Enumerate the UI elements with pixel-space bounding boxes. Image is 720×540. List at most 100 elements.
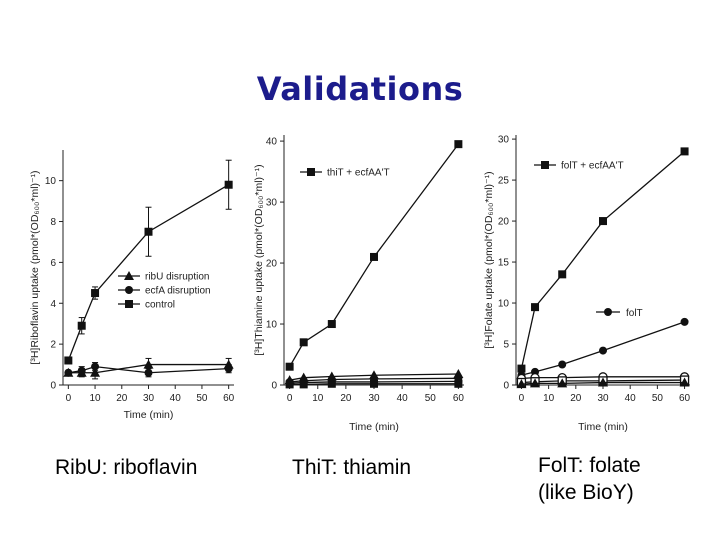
data-point bbox=[299, 380, 308, 389]
series-4 bbox=[285, 379, 463, 389]
series-0 bbox=[517, 147, 689, 373]
data-point bbox=[598, 377, 608, 387]
data-point bbox=[516, 379, 527, 389]
y-tick-label: 10 bbox=[498, 299, 510, 310]
data-point bbox=[454, 379, 463, 388]
x-tick-label: 60 bbox=[453, 393, 465, 404]
legend-label: ribU disruption bbox=[145, 272, 209, 283]
data-point bbox=[680, 317, 689, 326]
x-tick-label: 0 bbox=[519, 393, 525, 404]
y-axis-label: [³H]Thiamine uptake (pmol*(OD₆₀₀*ml)⁻¹) bbox=[253, 164, 265, 355]
data-point bbox=[454, 140, 463, 149]
caption-folt: FolT: folate (like BioY) bbox=[538, 452, 708, 506]
y-tick-label: 8 bbox=[50, 217, 56, 228]
legend-marker bbox=[604, 308, 612, 316]
data-point bbox=[91, 362, 100, 371]
x-axis-label: Time (min) bbox=[578, 421, 628, 433]
x-tick-label: 10 bbox=[312, 393, 324, 404]
series-line bbox=[520, 150, 685, 369]
data-point bbox=[531, 303, 540, 312]
y-tick-label: 30 bbox=[266, 198, 278, 209]
legend-marker bbox=[125, 300, 133, 308]
y-axis-label: [³H]Riboflavin uptake (pmol*(OD₆₀₀*ml)⁻¹… bbox=[29, 170, 41, 364]
y-tick-label: 20 bbox=[266, 259, 278, 270]
y-tick-label: 40 bbox=[266, 137, 278, 148]
series-2 bbox=[64, 159, 233, 365]
x-tick-label: 0 bbox=[66, 393, 72, 404]
y-tick-label: 15 bbox=[498, 258, 510, 269]
y-axis-label: [³H]Folate uptake (pmol*(OD₆₀₀*ml)⁻¹) bbox=[483, 171, 495, 348]
legend-label: folT + ecfAA'T bbox=[561, 161, 624, 172]
data-point bbox=[77, 321, 86, 330]
y-tick-label: 30 bbox=[498, 135, 510, 146]
legend: folT + ecfAA'T folT bbox=[534, 161, 643, 319]
legend-label: ecfA disruption bbox=[145, 286, 211, 297]
data-point bbox=[224, 180, 233, 189]
data-point bbox=[327, 379, 336, 388]
data-point bbox=[370, 379, 378, 388]
x-tick-label: 30 bbox=[143, 393, 155, 404]
x-tick-label: 30 bbox=[597, 393, 609, 404]
x-tick-label: 10 bbox=[90, 393, 102, 404]
y-tick-label: 2 bbox=[50, 340, 56, 351]
data-point bbox=[224, 364, 233, 373]
x-tick-label: 50 bbox=[652, 393, 664, 404]
axes: 0 10 20 30 40 50 60 0 2 4 6 8 10 bbox=[45, 150, 235, 404]
legend-label: control bbox=[145, 300, 175, 311]
y-tick-label: 0 bbox=[271, 381, 277, 392]
slide-title: Validations bbox=[256, 70, 464, 108]
x-tick-label: 20 bbox=[116, 393, 128, 404]
legend: ribU disruption ecfA disruption control bbox=[118, 271, 211, 311]
x-tick-label: 50 bbox=[196, 393, 208, 404]
y-tick-label: 25 bbox=[498, 176, 510, 187]
y-tick-label: 10 bbox=[45, 176, 57, 187]
data-point bbox=[370, 252, 378, 261]
caption-ribu: RibU: riboflavin bbox=[55, 456, 198, 479]
data-point bbox=[327, 320, 336, 329]
data-point bbox=[557, 378, 568, 388]
data-point bbox=[285, 380, 294, 389]
data-point bbox=[558, 270, 567, 279]
x-tick-label: 40 bbox=[625, 393, 637, 404]
data-point bbox=[77, 366, 86, 375]
x-axis-label: Time (min) bbox=[124, 409, 174, 421]
legend-label: folT bbox=[626, 308, 643, 319]
data-point bbox=[517, 364, 526, 373]
x-tick-label: 50 bbox=[425, 393, 437, 404]
data-point bbox=[144, 227, 153, 236]
y-tick-label: 10 bbox=[266, 320, 278, 331]
x-tick-label: 20 bbox=[340, 393, 352, 404]
data-point bbox=[90, 367, 101, 377]
y-tick-label: 6 bbox=[50, 258, 56, 269]
x-tick-label: 10 bbox=[543, 393, 555, 404]
series-1 bbox=[64, 362, 233, 378]
x-tick-label: 20 bbox=[570, 393, 582, 404]
legend-marker bbox=[125, 286, 133, 294]
x-tick-label: 40 bbox=[397, 393, 409, 404]
y-tick-label: 4 bbox=[50, 299, 56, 310]
legend-marker bbox=[541, 161, 549, 169]
data-point bbox=[599, 346, 607, 355]
data-point bbox=[599, 217, 607, 226]
data-point bbox=[144, 368, 153, 377]
x-tick-label: 60 bbox=[679, 393, 691, 404]
x-axis-label: Time (min) bbox=[349, 421, 399, 433]
legend-label: thiT + ecfAA'T bbox=[327, 168, 390, 179]
x-tick-label: 0 bbox=[287, 393, 293, 404]
caption-folt-line2: (like BioY) bbox=[538, 481, 634, 504]
y-tick-label: 5 bbox=[503, 340, 509, 351]
data-point bbox=[299, 338, 308, 347]
data-point bbox=[558, 360, 567, 369]
legend-marker bbox=[307, 168, 315, 176]
data-point bbox=[91, 289, 100, 298]
data-point bbox=[64, 368, 73, 377]
legend: thiT + ecfAA'T bbox=[300, 168, 390, 179]
caption-folt-line1: FolT: folate bbox=[538, 454, 641, 477]
data-point bbox=[680, 147, 689, 156]
series-0 bbox=[285, 140, 463, 371]
data-point bbox=[530, 378, 541, 388]
data-point bbox=[64, 356, 73, 365]
